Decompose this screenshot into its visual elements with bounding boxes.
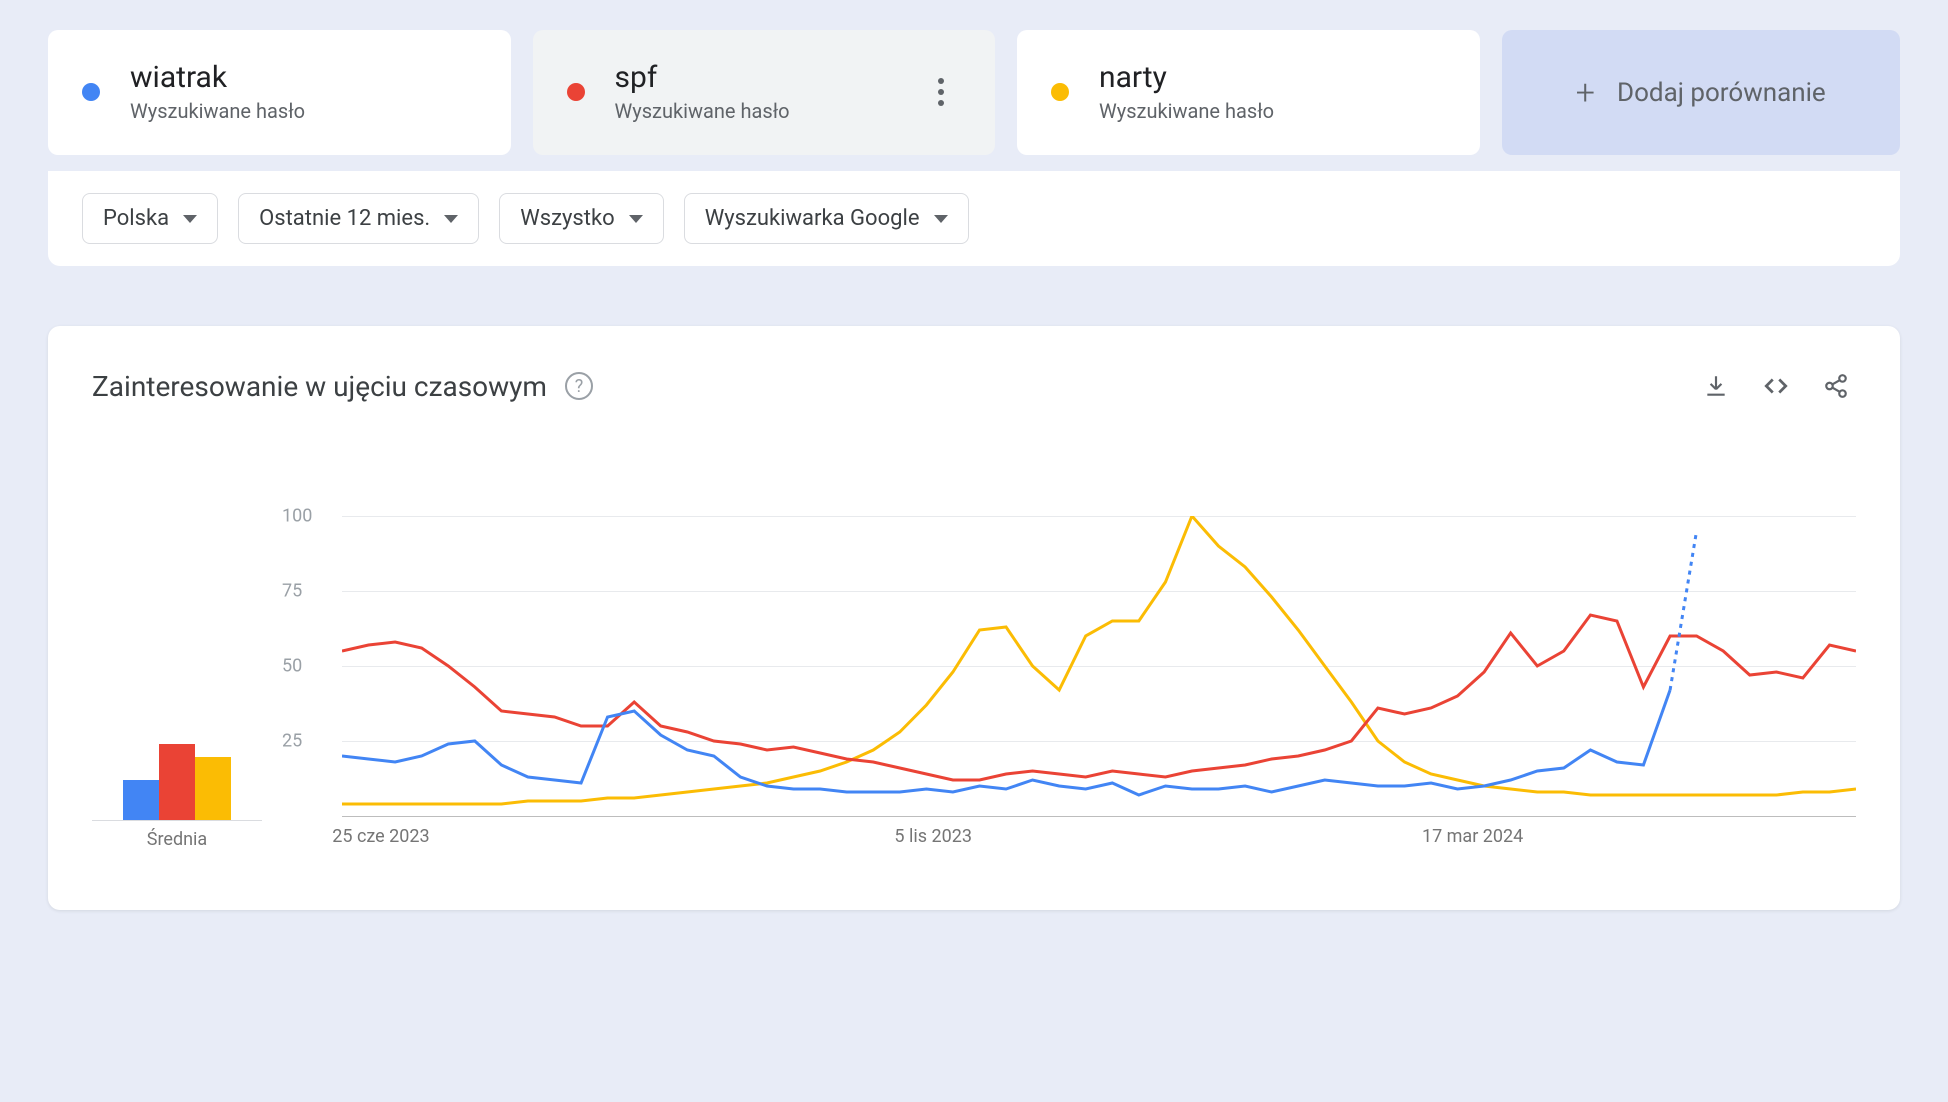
line-chart: 255075100 [292,516,1856,816]
x-tick-label: 5 lis 2023 [894,826,972,847]
more-options-button[interactable] [917,68,965,116]
filter-region-label: Polska [103,206,169,231]
average-label: Średnia [92,829,262,850]
x-tick-label: 17 mar 2024 [1422,826,1523,847]
help-icon[interactable]: ? [565,372,593,400]
term-card-wiatrak[interactable]: wiatrak Wyszukiwane hasło [48,30,511,155]
embed-button[interactable] [1756,366,1796,406]
add-comparison-button[interactable]: + Dodaj porównanie [1502,30,1901,155]
filter-source-label: Wyszukiwarka Google [705,206,920,231]
term-name: narty [1099,60,1450,95]
dot-icon [567,83,585,101]
average-bars: Średnia [92,731,262,850]
term-name: wiatrak [130,60,481,95]
plus-icon: + [1576,73,1595,113]
filter-category[interactable]: Wszystko [499,193,663,244]
download-button[interactable] [1696,366,1736,406]
term-subtitle: Wyszukiwane hasło [615,99,918,123]
caret-down-icon [934,215,948,223]
term-name: spf [615,60,918,95]
caret-down-icon [183,215,197,223]
filter-source[interactable]: Wyszukiwarka Google [684,193,969,244]
avg-bar [159,744,195,821]
term-subtitle: Wyszukiwane hasło [130,99,481,123]
avg-bar [195,757,231,820]
term-subtitle: Wyszukiwane hasło [1099,99,1450,123]
filter-timerange-label: Ostatnie 12 mies. [259,206,430,231]
avg-bar [123,780,159,821]
share-button[interactable] [1816,366,1856,406]
interest-over-time-panel: Zainteresowanie w ujęciu czasowym ? Śred… [48,326,1900,910]
search-terms-row: wiatrak Wyszukiwane hasło spf Wyszukiwan… [48,30,1900,155]
dot-icon [1051,83,1069,101]
filter-region[interactable]: Polska [82,193,218,244]
filter-category-label: Wszystko [520,206,614,231]
filter-timerange[interactable]: Ostatnie 12 mies. [238,193,479,244]
panel-title: Zainteresowanie w ujęciu czasowym [92,370,547,403]
x-tick-label: 25 cze 2023 [332,826,429,847]
caret-down-icon [629,215,643,223]
term-card-narty[interactable]: narty Wyszukiwane hasło [1017,30,1480,155]
add-comparison-label: Dodaj porównanie [1617,78,1826,108]
filters-bar: Polska Ostatnie 12 mies. Wszystko Wyszuk… [48,171,1900,266]
dot-icon [82,83,100,101]
caret-down-icon [444,215,458,223]
term-card-spf[interactable]: spf Wyszukiwane hasło [533,30,996,155]
